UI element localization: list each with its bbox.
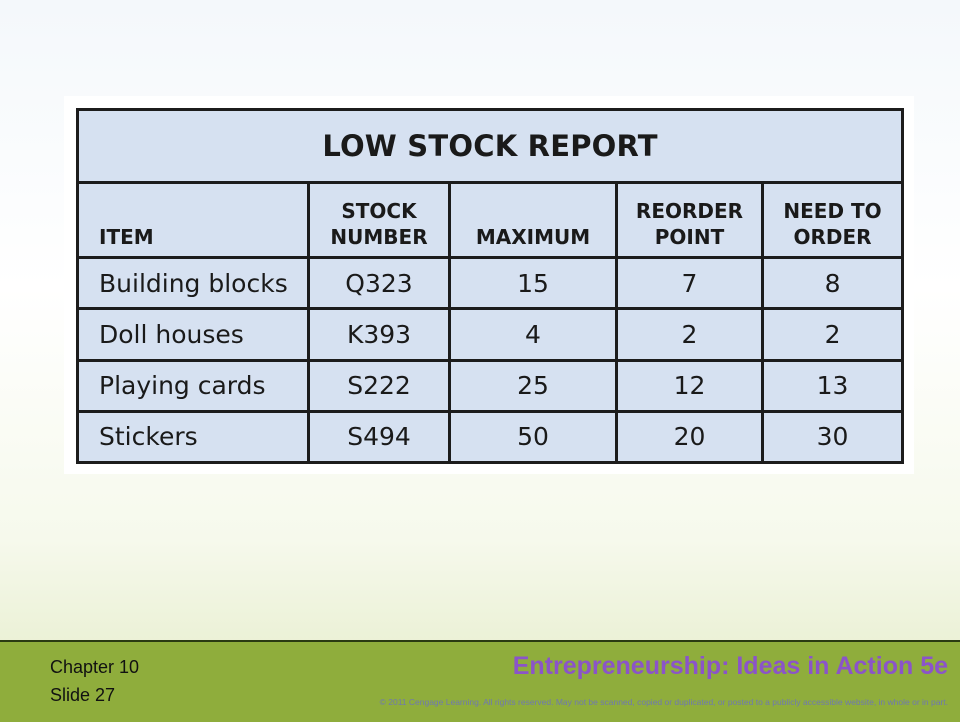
cell-need-to-order: 2 bbox=[760, 307, 905, 362]
report-title: LOW STOCK REPORT bbox=[75, 108, 905, 184]
cell-reorder-point: 20 bbox=[615, 409, 764, 465]
table-row: Doll houses K393 4 2 2 bbox=[76, 307, 905, 362]
cell-reorder-point: 2 bbox=[615, 307, 764, 362]
cell-need-to-order: 8 bbox=[760, 255, 905, 311]
header-maximum: MAXIMUM bbox=[448, 181, 618, 259]
cell-item: Building blocks bbox=[76, 255, 310, 311]
cell-reorder-point: 7 bbox=[615, 255, 764, 311]
cell-stock-number: S494 bbox=[307, 409, 451, 465]
cell-item: Playing cards bbox=[76, 358, 310, 413]
cell-maximum: 50 bbox=[448, 409, 618, 465]
cell-need-to-order: 13 bbox=[760, 358, 905, 413]
cell-stock-number: K393 bbox=[307, 307, 451, 362]
header-need-to-order: NEED TO ORDER bbox=[760, 181, 905, 259]
cell-maximum: 4 bbox=[448, 307, 618, 362]
footer-band bbox=[0, 640, 960, 722]
cell-maximum: 15 bbox=[448, 255, 618, 311]
cell-item: Stickers bbox=[76, 409, 310, 465]
table-row: Building blocks Q323 15 7 8 bbox=[76, 255, 905, 311]
low-stock-report-table: LOW STOCK REPORT ITEM STOCK NUMBER MAXIMU… bbox=[75, 108, 905, 465]
table-row: Stickers S494 50 20 30 bbox=[76, 409, 905, 465]
cell-stock-number: Q323 bbox=[307, 255, 451, 311]
header-stock-number: STOCK NUMBER bbox=[307, 181, 451, 259]
table-row: Playing cards S222 25 12 13 bbox=[76, 358, 905, 413]
chapter-label: Chapter 10 bbox=[50, 657, 140, 677]
copyright-notice: © 2011 Cengage Learning. All rights rese… bbox=[379, 697, 948, 707]
header-reorder-point: REORDER POINT bbox=[615, 181, 764, 259]
book-title: Entrepreneurship: Ideas in Action 5e bbox=[512, 652, 948, 680]
header-item: ITEM bbox=[76, 181, 310, 259]
slide-number: Slide 27 bbox=[50, 685, 116, 705]
cell-reorder-point: 12 bbox=[615, 358, 764, 413]
cell-stock-number: S222 bbox=[307, 358, 451, 413]
cell-item: Doll houses bbox=[76, 307, 310, 362]
cell-need-to-order: 30 bbox=[760, 409, 905, 465]
cell-maximum: 25 bbox=[448, 358, 618, 413]
